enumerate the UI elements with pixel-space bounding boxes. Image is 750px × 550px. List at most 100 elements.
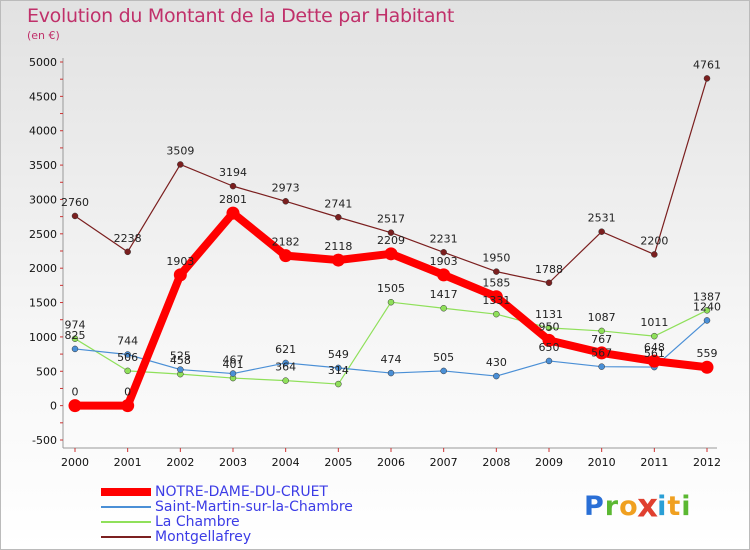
data-label: 2209 [377,234,405,247]
legend-label: Montgellafrey [155,529,252,545]
legend-label: La Chambre [155,514,240,530]
x-tick-label: 2007 [430,456,458,469]
data-point [279,249,293,263]
x-tick-label: 2011 [640,456,668,469]
data-point [177,161,184,168]
data-point [493,372,500,380]
data-point [282,377,289,384]
data-label: 474 [381,353,402,366]
y-tick-label: 4500 [29,90,57,103]
data-label: 1505 [377,282,405,295]
legend-swatch [101,521,151,523]
proxiti-logo: Proxiti [584,488,692,525]
data-point [335,380,342,388]
data-point [177,366,184,373]
data-point [335,364,342,372]
legend-label: NOTRE-DAME-DU-CRUET [155,484,328,500]
data-label: 2182 [272,236,300,249]
data-point [387,229,395,236]
data-label: 2741 [324,197,352,210]
data-point [598,363,605,370]
data-label: 1417 [430,288,458,301]
data-label: 1240 [693,300,721,313]
data-point [651,251,658,258]
data-point [440,304,447,312]
chart-title: Evolution du Montant de la Dette par Hab… [27,5,455,27]
x-tick-label: 2003 [219,456,247,469]
legend-swatch [101,506,151,508]
data-label: 401 [223,358,244,371]
data-label: 1331 [482,294,510,307]
data-label: 506 [117,351,138,364]
data-label: 1788 [535,263,563,276]
y-tick-label: -500 [32,434,57,447]
y-tick-label: 3500 [29,159,57,172]
data-label: 561 [644,347,665,360]
data-label: 3194 [219,166,247,179]
chart-axes: -500 0 500 1000 1500 2000 2500 3000 3500 4000 4500… [29,56,721,469]
data-point [124,248,131,256]
series-line-1 [74,319,708,377]
data-label: 2238 [114,232,142,245]
data-point [440,249,447,256]
data-label: 1131 [535,308,563,321]
data-label: 825 [65,329,86,342]
y-tick-label: 5000 [29,56,57,69]
data-label: 1087 [588,311,616,324]
data-label: 0 [72,386,79,399]
data-label: 3509 [166,144,194,157]
data-point [226,206,240,220]
data-label: 2231 [430,232,458,245]
data-label: 950 [539,320,560,333]
data-point [542,333,556,347]
data-point [331,253,345,267]
data-point [703,317,711,324]
data-point [493,268,500,275]
data-label: 1950 [482,252,510,265]
legend-swatch [101,536,151,538]
x-tick-label: 2009 [535,456,563,469]
data-point [595,346,609,360]
x-tick-label: 2004 [272,456,300,469]
data-point [651,332,658,340]
data-point [703,75,711,82]
data-point [384,247,398,261]
data-label: 0 [124,386,131,399]
data-label: 621 [275,343,296,356]
x-tick-label: 2005 [324,456,352,469]
data-label: 650 [539,341,560,354]
x-tick-label: 2001 [114,456,142,469]
data-label: 458 [170,354,191,367]
x-tick-label: 2008 [482,456,510,469]
logo-letter: i [681,491,692,522]
data-label: 505 [433,351,454,364]
data-label: 2517 [377,213,405,226]
data-label: 4761 [693,58,721,71]
data-label: 314 [328,364,349,377]
data-point [282,359,289,367]
data-label: 2200 [640,234,668,247]
data-point [229,370,237,377]
data-point [440,367,447,375]
data-point [387,298,395,306]
data-label: 767 [591,333,612,346]
line-chart: -500 0 500 1000 1500 2000 2500 3000 3500 4000 4500… [29,56,721,469]
data-point [124,367,131,375]
logo-letter: o [619,491,639,522]
data-point [121,399,135,413]
data-label: 2801 [219,193,247,206]
data-label: 1903 [430,255,458,268]
data-label: 2118 [324,240,352,253]
data-point [71,345,79,353]
data-label: 1011 [640,316,668,329]
x-tick-label: 2000 [61,456,89,469]
data-point [703,307,711,314]
data-label: 525 [170,350,191,363]
data-label: 567 [591,347,612,360]
x-tick-label: 2012 [693,456,721,469]
y-tick-label: 1000 [29,331,57,344]
data-point [545,324,553,332]
y-tick-label: 0 [50,400,57,413]
data-label: 549 [328,348,349,361]
